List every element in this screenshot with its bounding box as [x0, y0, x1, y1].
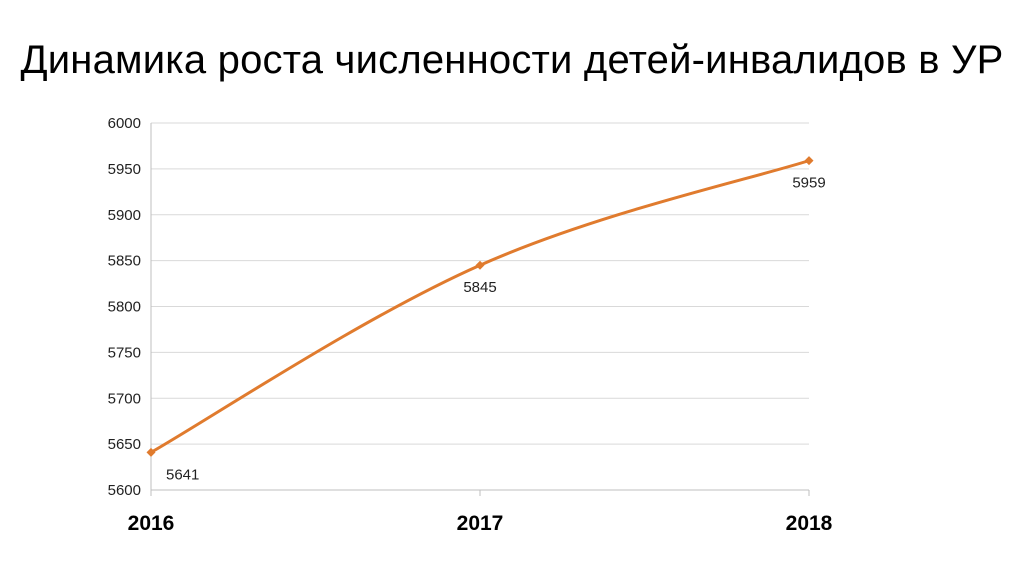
y-tick-label: 5900 [108, 207, 141, 224]
y-tick-label: 5800 [108, 299, 141, 316]
y-axis: 5600 5650 5700 5750 5800 5850 5900 5950 6000 [108, 115, 152, 499]
y-tick-label: 6000 [108, 115, 141, 132]
x-tick-label: 2017 [457, 512, 504, 535]
data-point-marker [146, 447, 156, 457]
y-tick-label: 5950 [108, 161, 141, 178]
data-label: 5959 [792, 175, 825, 192]
y-tick-label: 5700 [108, 390, 141, 407]
data-point-marker [804, 156, 814, 166]
x-axis: 2016 2017 2018 [128, 489, 833, 535]
data-point-marker [475, 260, 485, 270]
data-label: 5641 [166, 466, 199, 483]
series-line-group [146, 156, 814, 457]
x-tick-label: 2016 [128, 512, 175, 535]
data-labels: 5641 5845 5959 [166, 175, 826, 484]
y-tick-label: 5650 [108, 436, 141, 453]
y-tick-label: 5850 [108, 253, 141, 270]
y-tick-label: 5750 [108, 344, 141, 361]
gridlines [151, 122, 809, 491]
data-label: 5845 [463, 279, 496, 296]
chart-title: Динамика роста численности детей-инвалид… [20, 38, 1004, 82]
x-tick-label: 2018 [786, 512, 833, 535]
y-tick-label: 5600 [108, 482, 141, 499]
